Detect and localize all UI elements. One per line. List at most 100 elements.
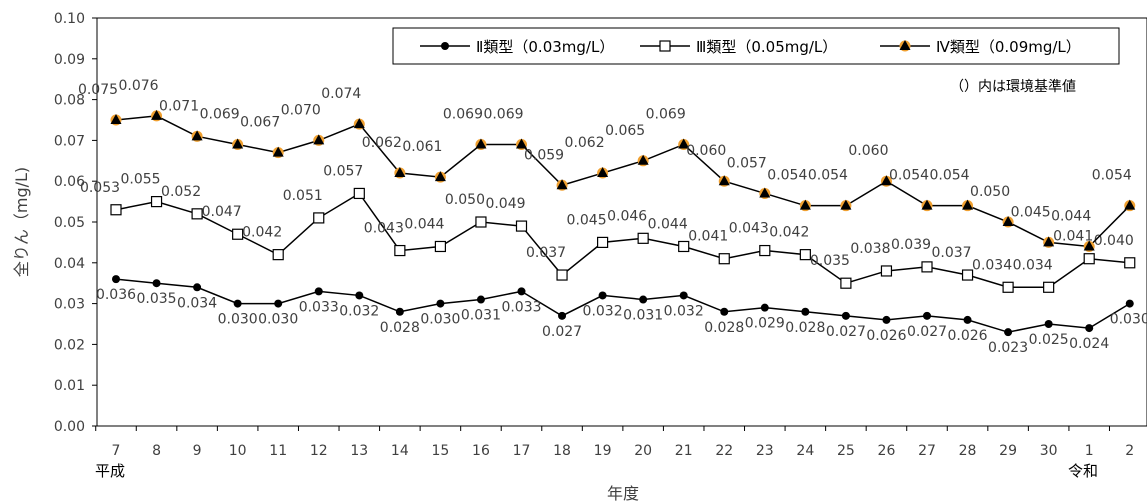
data-label: 0.059	[524, 147, 564, 163]
legend-marker	[441, 42, 449, 50]
data-label: 0.044	[648, 216, 688, 232]
x-tick-label: 30	[1040, 443, 1058, 459]
legend-marker	[899, 40, 911, 50]
data-label: 0.045	[567, 212, 607, 228]
data-point	[1124, 257, 1136, 269]
data-point	[1125, 299, 1134, 308]
data-point	[232, 138, 244, 149]
data-point	[678, 240, 690, 253]
data-point	[517, 287, 526, 296]
data-point	[880, 175, 892, 186]
data-point	[961, 269, 974, 281]
data-point	[1043, 236, 1055, 247]
x-tick-label: 19	[594, 443, 612, 459]
data-label: 0.032	[664, 303, 704, 319]
data-point	[759, 244, 771, 257]
data-label: 0.032	[339, 303, 379, 319]
x-tick-label: 10	[229, 443, 247, 459]
data-label: 0.027	[542, 324, 582, 340]
data-label: 0.029	[745, 316, 785, 332]
data-point	[1085, 324, 1094, 333]
data-label: 0.042	[769, 225, 809, 241]
data-label: 0.027	[826, 324, 866, 340]
data-label: 0.053	[80, 180, 120, 196]
data-point	[1083, 240, 1095, 251]
data-label: 0.044	[404, 216, 444, 232]
data-point	[678, 138, 690, 149]
legend-note: （）内は環境基準値	[950, 78, 1076, 95]
legend-label: Ⅳ類型（0.09mg/L）	[936, 38, 1081, 56]
data-label: 0.070	[281, 102, 321, 118]
y-axis-title: 全りん（mg/L)	[12, 167, 31, 277]
data-label: 0.037	[526, 245, 566, 261]
x-tick-label: 28	[959, 443, 977, 459]
series-3: 0.075 0.0760.0710.0690.0670.0700.0740.062…	[78, 78, 1136, 252]
x-axis: 7 8 9 10 11 12 13 14 15 16 17 18 19 20 21 22 23 24 25 26 27 2…	[95, 426, 1134, 459]
data-label: 0.062	[362, 135, 402, 151]
era-label-start: 平成	[95, 462, 125, 480]
y-tick-label: 0.08	[54, 93, 85, 109]
data-point	[191, 208, 203, 220]
x-tick-label: 27	[918, 443, 936, 459]
data-point	[637, 232, 649, 244]
data-point	[637, 154, 649, 165]
data-label: 0.026	[866, 328, 906, 344]
data-point	[801, 307, 810, 316]
data-point	[963, 315, 972, 324]
data-label: 0.055	[121, 172, 161, 188]
data-label: 0.065	[605, 123, 645, 139]
x-tick-label: 14	[391, 443, 409, 459]
data-point	[110, 114, 122, 124]
data-label: 0.033	[501, 299, 541, 315]
data-point	[313, 212, 325, 224]
data-point	[436, 299, 445, 308]
data-point	[515, 220, 528, 232]
data-point	[191, 130, 203, 141]
y-tick-label: 0.06	[54, 174, 85, 190]
data-label: 0.042	[242, 225, 282, 241]
data-point	[597, 167, 609, 178]
data-label: 0.069	[483, 106, 523, 122]
data-label: 0.069	[200, 106, 240, 122]
data-point	[639, 295, 648, 304]
data-point	[110, 204, 122, 216]
data-label: 0.023	[988, 340, 1028, 356]
data-label: 0.060	[686, 143, 726, 159]
x-tick-label: 15	[431, 443, 449, 459]
data-label: 0.027	[907, 324, 947, 340]
data-label: 0.054	[808, 168, 848, 184]
y-axis: 0.00 0.01 0.02 0.03 0.04 0.05 0.06 0.07 0.08 0.09…	[54, 11, 97, 435]
data-point	[232, 228, 244, 240]
data-point	[395, 307, 404, 316]
x-tick-label: 8	[152, 443, 161, 459]
legend-label: Ⅲ類型（0.05mg/L）	[696, 38, 837, 56]
data-point	[679, 291, 688, 300]
data-point	[880, 265, 893, 277]
data-point	[353, 118, 365, 129]
legend-marker	[659, 40, 671, 52]
data-point	[434, 171, 446, 182]
x-tick-label: 9	[193, 443, 202, 459]
data-point	[233, 299, 242, 308]
x-tick-label: 22	[715, 443, 733, 459]
data-label: 0.074	[321, 86, 361, 102]
x-tick-label: 2	[1125, 443, 1134, 459]
data-label: 0.075	[78, 82, 118, 98]
data-point	[921, 199, 933, 210]
data-label: 0.046	[607, 208, 647, 224]
data-label: 0.067	[240, 115, 280, 131]
y-tick-label: 0.05	[54, 215, 85, 231]
data-label: 0.049	[485, 196, 525, 212]
data-point	[596, 236, 609, 248]
data-point	[598, 291, 607, 300]
x-tick-label: 26	[878, 443, 896, 459]
data-label: 0.033	[299, 299, 339, 315]
data-label: 0.061	[402, 139, 442, 155]
data-label: 0.062	[565, 135, 605, 151]
series-line	[115, 278, 1131, 333]
data-point	[556, 179, 568, 190]
data-label: 0.025	[1029, 332, 1069, 348]
data-point	[1043, 281, 1055, 293]
